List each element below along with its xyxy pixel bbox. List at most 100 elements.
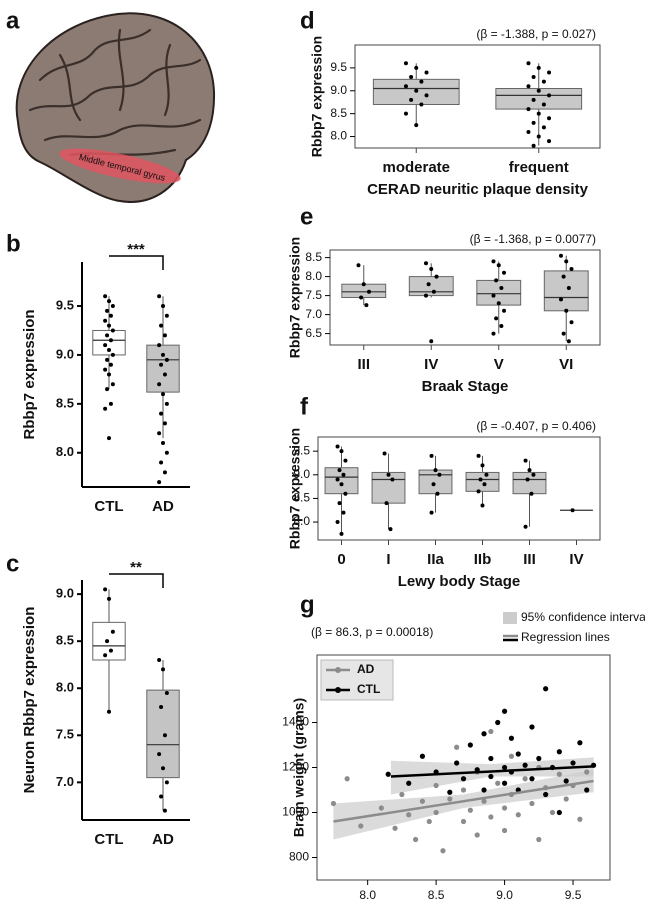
y-tick-label: 9.0 bbox=[56, 586, 74, 601]
data-point bbox=[532, 75, 536, 79]
data-point bbox=[107, 597, 111, 601]
data-point bbox=[161, 667, 165, 671]
data-point bbox=[532, 121, 536, 125]
data-point bbox=[564, 309, 568, 313]
data-point bbox=[461, 776, 466, 781]
data-point bbox=[336, 444, 340, 448]
data-point bbox=[526, 478, 530, 482]
y-tick-label: 9.0 bbox=[56, 346, 74, 361]
y-tick-label: 8.5 bbox=[330, 106, 347, 120]
annotation: (β = -1.388, p = 0.027) bbox=[476, 27, 596, 41]
data-point bbox=[461, 819, 466, 824]
data-point bbox=[557, 772, 562, 777]
box bbox=[513, 472, 546, 493]
data-point bbox=[392, 826, 397, 831]
data-point bbox=[338, 468, 342, 472]
y-axis-label: Rbbp7 expression bbox=[287, 428, 303, 549]
data-point bbox=[437, 473, 441, 477]
data-point bbox=[107, 348, 111, 352]
data-point bbox=[157, 658, 161, 662]
data-point bbox=[336, 520, 340, 524]
y-tick-label: 8.0 bbox=[305, 269, 322, 283]
data-point bbox=[524, 525, 528, 529]
y-tick-label: 7.5 bbox=[305, 288, 322, 302]
data-point bbox=[388, 527, 392, 531]
data-point bbox=[447, 790, 452, 795]
panel-letter: g bbox=[300, 591, 315, 618]
data-point bbox=[105, 333, 109, 337]
legend-label: CTL bbox=[357, 682, 380, 696]
box bbox=[147, 345, 179, 392]
data-point bbox=[157, 431, 161, 435]
data-point bbox=[107, 710, 111, 714]
annotation: (β = 86.3, p = 0.00018) bbox=[311, 625, 433, 639]
box bbox=[466, 472, 499, 491]
data-point bbox=[502, 271, 506, 275]
data-point bbox=[435, 492, 439, 496]
data-point bbox=[477, 454, 481, 458]
data-point bbox=[430, 511, 434, 515]
data-point bbox=[454, 760, 459, 765]
y-tick-label: 7.5 bbox=[56, 727, 74, 742]
x-axis-label: Lewy body Stage bbox=[398, 573, 521, 590]
x-tick-label: 9.5 bbox=[565, 888, 582, 902]
data-point bbox=[165, 358, 169, 362]
data-point bbox=[584, 787, 589, 792]
annotation: (β = -1.368, p = 0.0077) bbox=[470, 232, 596, 246]
data-point bbox=[103, 368, 107, 372]
y-tick-label: 8.5 bbox=[56, 395, 74, 410]
data-point bbox=[109, 649, 113, 653]
data-point bbox=[537, 112, 541, 116]
data-point bbox=[488, 774, 493, 779]
data-point bbox=[526, 61, 530, 65]
data-point bbox=[420, 754, 425, 759]
y-tick-label: 9.0 bbox=[330, 83, 347, 97]
x-tick-label: III bbox=[523, 551, 536, 568]
data-point bbox=[340, 449, 344, 453]
data-point bbox=[447, 796, 452, 801]
data-point bbox=[383, 452, 387, 456]
x-tick-label: III bbox=[357, 356, 370, 373]
data-point bbox=[406, 812, 411, 817]
x-tick-label: AD bbox=[152, 831, 174, 848]
data-point bbox=[159, 324, 163, 328]
data-point bbox=[161, 441, 165, 445]
data-point bbox=[491, 259, 495, 263]
data-point bbox=[367, 290, 371, 294]
y-tick-label: 7.0 bbox=[305, 307, 322, 321]
data-point bbox=[379, 805, 384, 810]
x-tick-label: VI bbox=[559, 356, 573, 373]
box bbox=[325, 468, 358, 494]
brain-illustration: Middle temporal gyrus a bbox=[6, 7, 214, 202]
box bbox=[147, 690, 179, 778]
data-point bbox=[494, 316, 498, 320]
data-point bbox=[477, 489, 481, 493]
x-axis-label: CERAD neuritic plaque density bbox=[367, 181, 589, 198]
data-point bbox=[584, 769, 589, 774]
data-point bbox=[161, 392, 165, 396]
x-tick-label: frequent bbox=[509, 159, 569, 176]
data-point bbox=[107, 324, 111, 328]
data-point bbox=[542, 103, 546, 107]
data-point bbox=[165, 691, 169, 695]
data-point bbox=[502, 709, 507, 714]
data-point bbox=[157, 382, 161, 386]
data-point bbox=[163, 421, 167, 425]
box bbox=[372, 472, 405, 503]
panel-letter: c bbox=[6, 550, 19, 577]
data-point bbox=[105, 387, 109, 391]
box bbox=[544, 271, 588, 311]
data-point bbox=[103, 319, 107, 323]
data-point bbox=[105, 358, 109, 362]
y-tick-label: 8.5 bbox=[56, 633, 74, 648]
data-point bbox=[523, 776, 528, 781]
data-point bbox=[495, 720, 500, 725]
x-axis-label: Braak Stage bbox=[422, 378, 509, 395]
data-point bbox=[557, 749, 562, 754]
data-point bbox=[543, 686, 548, 691]
line-legend-label: Regression lines bbox=[521, 630, 610, 644]
data-point bbox=[340, 482, 344, 486]
x-tick-label: 8.5 bbox=[428, 888, 445, 902]
